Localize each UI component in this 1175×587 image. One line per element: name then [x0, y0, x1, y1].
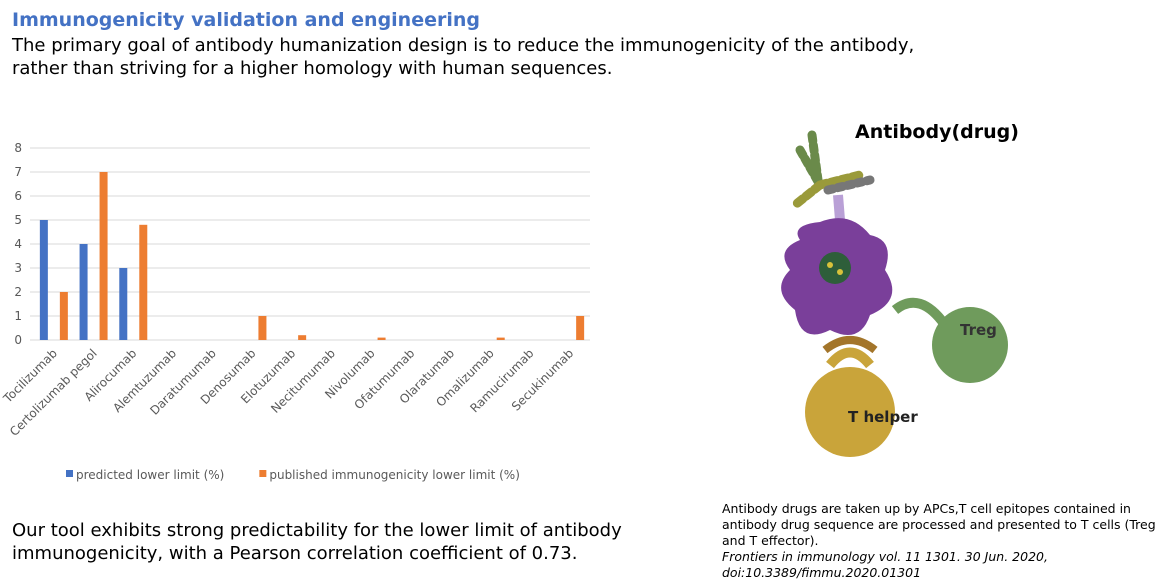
tcr — [826, 347, 874, 369]
y-tick-label: 3 — [14, 261, 22, 275]
legend-label: predicted lower limit (%) — [76, 468, 224, 482]
y-tick-label: 7 — [14, 165, 22, 179]
caption-line: antibody drug sequence are processed and… — [722, 517, 1156, 532]
subtitle-line: rather than striving for a higher homolo… — [12, 58, 613, 79]
y-tick-label: 2 — [14, 285, 22, 299]
subtitle-line: The primary goal of antibody humanizatio… — [12, 35, 915, 56]
title: Immunogenicity validation and engineerin… — [12, 9, 480, 31]
y-tick-label: 4 — [14, 237, 22, 251]
bar — [377, 337, 386, 340]
bar — [119, 268, 128, 340]
y-tick-label: 5 — [14, 213, 22, 227]
caption-line: and T effector). — [722, 533, 819, 548]
bar — [59, 292, 68, 340]
caption-line: Antibody drugs are taken up by APCs,T ce… — [722, 501, 1131, 516]
bar — [99, 172, 108, 340]
bar — [576, 316, 585, 340]
legend-label: published immunogenicity lower limit (%) — [269, 468, 520, 482]
bar — [139, 224, 148, 340]
y-tick-label: 8 — [14, 141, 22, 155]
conclusion: Our tool exhibits strong predictability … — [12, 519, 622, 565]
epitope — [827, 262, 833, 268]
legend-swatch — [259, 470, 267, 477]
thelper-cell — [805, 367, 895, 457]
treg-cell — [932, 307, 1008, 383]
y-tick-label: 1 — [14, 309, 22, 323]
thelper-label: T helper — [848, 408, 918, 426]
y-tick-label: 6 — [14, 189, 22, 203]
bar — [79, 244, 88, 340]
legend-swatch — [66, 470, 73, 477]
bar — [258, 316, 267, 340]
diagram: Antibody(drug) Treg T helper — [781, 121, 1019, 457]
mhc — [822, 336, 878, 354]
bar — [39, 220, 48, 340]
citation-line: Frontiers in immunology vol. 11 1301. 30… — [722, 549, 1048, 564]
bar — [496, 337, 505, 340]
citation-line: doi:10.3389/fimmu.2020.01301 — [722, 565, 922, 580]
bar — [298, 335, 307, 340]
conclusion-line: Our tool exhibits strong predictability … — [12, 520, 622, 541]
vesicle — [819, 252, 851, 284]
epitope — [837, 269, 843, 275]
treg-label: Treg — [960, 321, 997, 339]
tcr — [891, 297, 950, 329]
caption: Antibody drugs are taken up by APCs,T ce… — [722, 501, 1156, 581]
y-tick-label: 0 — [14, 333, 22, 347]
conclusion-line: immunogenicity, with a Pearson correlati… — [12, 543, 578, 564]
subtitle: The primary goal of antibody humanizatio… — [12, 34, 914, 80]
antibody-label: Antibody(drug) — [855, 121, 1019, 143]
antibody-icon — [790, 130, 875, 210]
